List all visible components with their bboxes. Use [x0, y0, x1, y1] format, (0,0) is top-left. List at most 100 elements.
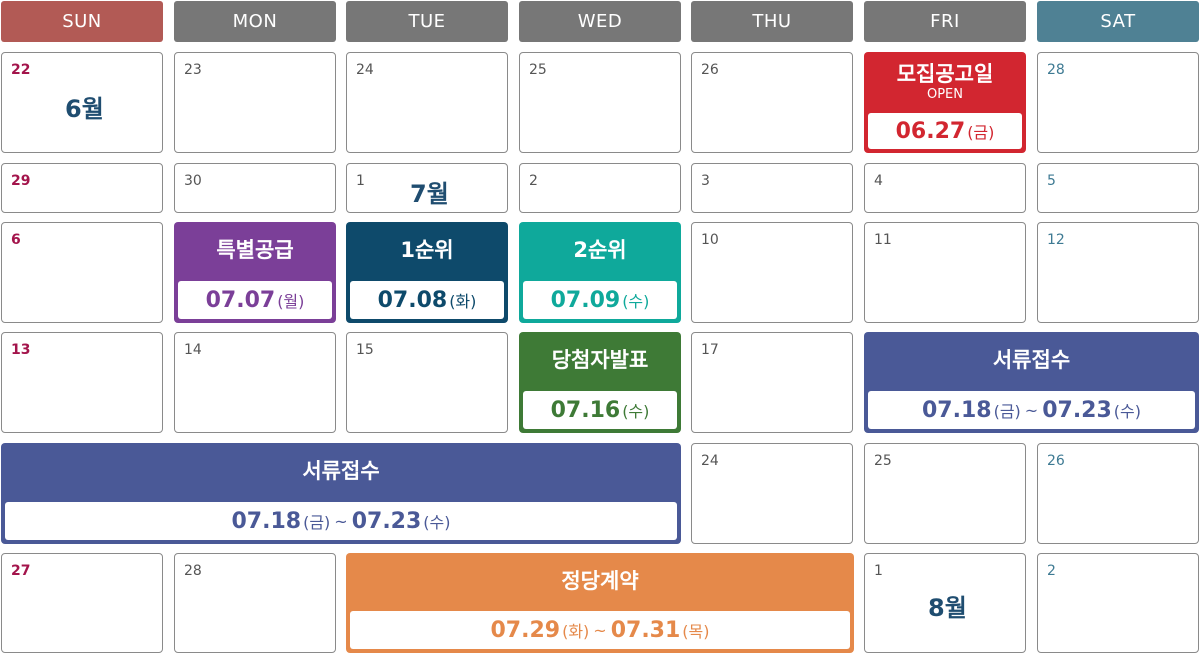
event-title: 1순위 — [400, 238, 454, 262]
day-cell[interactable]: 30 — [174, 163, 336, 213]
day-cell[interactable]: 29 — [1, 163, 163, 213]
header-thu: THU — [691, 1, 853, 42]
event-winner-announcement[interactable]: 당첨자발표 07.16 (수) — [519, 332, 681, 433]
header-wed: WED — [519, 1, 681, 42]
day-number: 30 — [184, 173, 202, 189]
day-cell[interactable]: 26 — [1037, 443, 1199, 544]
event-start-date: 07.18 — [921, 397, 992, 423]
day-number: 2 — [1047, 563, 1056, 579]
day-cell[interactable]: 23 — [174, 52, 336, 153]
event-title: 서류접수 — [302, 459, 380, 483]
day-cell[interactable]: 26 — [691, 52, 853, 153]
day-number: 3 — [701, 173, 710, 189]
event-end-weekday: (목) — [682, 622, 710, 641]
day-number: 22 — [11, 62, 31, 78]
day-cell[interactable]: 28 — [174, 553, 336, 653]
day-number: 1 — [356, 173, 365, 189]
day-number: 6 — [11, 232, 21, 248]
event-special-supply[interactable]: 특별공급 07.07 (월) — [174, 222, 336, 323]
header-tue: TUE — [346, 1, 508, 42]
day-cell[interactable]: 3 — [691, 163, 853, 213]
day-number: 5 — [1047, 173, 1056, 189]
day-cell[interactable]: 5 — [1037, 163, 1199, 213]
day-number: 4 — [874, 173, 883, 189]
event-date: 06.27 — [895, 118, 966, 144]
event-document-submission[interactable]: 서류접수 07.18 (금) ~ 07.23 (수) — [1, 443, 681, 544]
day-number: 29 — [11, 173, 31, 189]
event-subtitle: OPEN — [926, 87, 963, 102]
event-date: 07.09 — [550, 287, 621, 313]
day-cell[interactable]: 28 — [1037, 52, 1199, 153]
event-end-date: 07.23 — [1042, 397, 1112, 423]
day-cell[interactable]: 17 — [691, 332, 853, 433]
event-date-box: 07.18 (금) ~ 07.23 (수) — [868, 391, 1195, 429]
day-number: 12 — [1047, 232, 1065, 248]
day-number: 2 — [529, 173, 538, 189]
day-cell[interactable]: 25 — [864, 443, 1026, 544]
day-cell[interactable]: 24 — [346, 52, 508, 153]
day-cell[interactable]: 2 — [1037, 553, 1199, 653]
day-cell[interactable]: 2 — [519, 163, 681, 213]
month-label-august: 8월 — [928, 594, 967, 622]
event-title: 정당계약 — [561, 569, 639, 593]
day-number: 1 — [874, 563, 883, 579]
day-cell[interactable]: 10 — [691, 222, 853, 323]
event-start-date: 07.29 — [490, 617, 561, 643]
day-number: 26 — [1047, 453, 1065, 469]
event-end-date: 07.31 — [610, 617, 681, 643]
event-second-priority[interactable]: 2순위 07.09 (수) — [519, 222, 681, 323]
day-cell[interactable]: 22 6월 — [1, 52, 163, 153]
day-number: 17 — [701, 342, 719, 358]
day-cell[interactable]: 14 — [174, 332, 336, 433]
event-title: 당첨자발표 — [551, 348, 649, 372]
day-cell[interactable]: 24 — [691, 443, 853, 544]
event-title: 2순위 — [573, 238, 627, 262]
event-title: 모집공고일 — [896, 62, 994, 86]
event-title: 특별공급 — [216, 238, 294, 262]
event-date: 07.07 — [205, 287, 276, 313]
event-recruit-notice[interactable]: 모집공고일 OPEN 06.27 (금) — [864, 52, 1026, 153]
event-weekday: (수) — [622, 292, 650, 311]
range-separator: ~ — [334, 511, 348, 531]
day-number: 11 — [874, 232, 892, 248]
day-number: 26 — [701, 62, 719, 78]
day-cell[interactable]: 1 7월 — [346, 163, 508, 213]
day-cell[interactable]: 13 — [1, 332, 163, 433]
day-number: 14 — [184, 342, 202, 358]
month-label-june: 6월 — [65, 95, 104, 123]
header-sun: SUN — [1, 1, 163, 42]
event-weekday: (금) — [967, 123, 995, 142]
header-fri: FRI — [864, 1, 1026, 42]
event-date: 07.16 — [550, 397, 621, 423]
event-end-weekday: (수) — [423, 513, 451, 532]
event-weekday: (수) — [622, 402, 650, 421]
day-number: 28 — [1047, 62, 1065, 78]
event-contract[interactable]: 정당계약 07.29 (화) ~ 07.31 (목) — [346, 553, 854, 653]
day-cell[interactable]: 12 — [1037, 222, 1199, 323]
event-date-box: 07.07 (월) — [178, 281, 332, 319]
event-start-weekday: (금) — [303, 513, 331, 532]
day-cell[interactable]: 15 — [346, 332, 508, 433]
event-first-priority[interactable]: 1순위 07.08 (화) — [346, 222, 508, 323]
day-cell[interactable]: 27 — [1, 553, 163, 653]
event-date-box: 07.18 (금) ~ 07.23 (수) — [5, 502, 677, 540]
day-number: 15 — [356, 342, 374, 358]
day-number: 10 — [701, 232, 719, 248]
event-date-box: 07.29 (화) ~ 07.31 (목) — [350, 611, 850, 649]
event-date-box: 07.08 (화) — [350, 281, 504, 319]
day-cell[interactable]: 4 — [864, 163, 1026, 213]
day-cell[interactable]: 6 — [1, 222, 163, 323]
day-number: 24 — [701, 453, 719, 469]
event-weekday: (월) — [277, 292, 305, 311]
day-cell[interactable]: 1 8월 — [864, 553, 1026, 653]
range-separator: ~ — [1024, 400, 1039, 420]
day-number: 28 — [184, 563, 202, 579]
day-number: 23 — [184, 62, 202, 78]
day-cell[interactable]: 25 — [519, 52, 681, 153]
range-separator: ~ — [593, 620, 607, 640]
event-start-weekday: (금) — [993, 402, 1021, 421]
event-weekday: (화) — [449, 292, 477, 311]
event-document-submission[interactable]: 서류접수 07.18 (금) ~ 07.23 (수) — [864, 332, 1199, 433]
event-date-box: 07.09 (수) — [523, 281, 677, 319]
day-cell[interactable]: 11 — [864, 222, 1026, 323]
